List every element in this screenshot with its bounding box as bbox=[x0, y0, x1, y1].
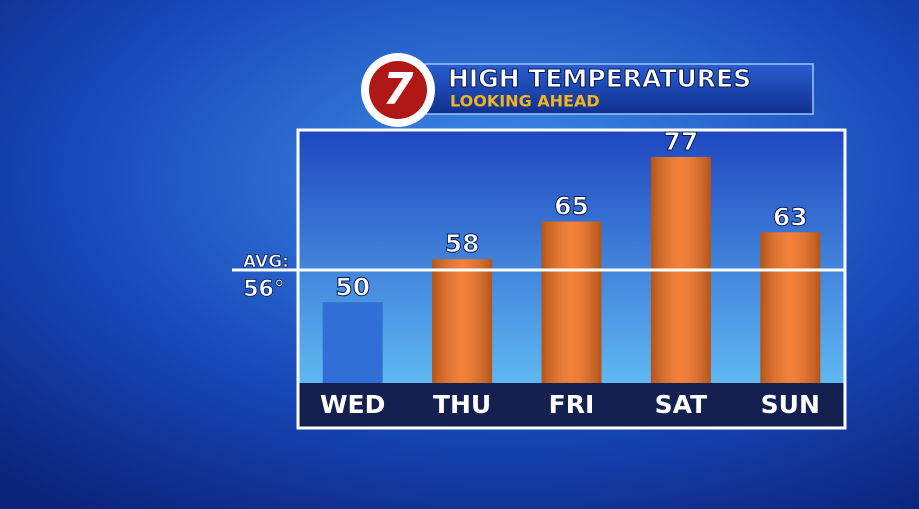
title-banner bbox=[424, 63, 814, 115]
x-tick-label: SAT bbox=[655, 390, 707, 419]
chart-subtitle: LOOKING AHEAD bbox=[450, 92, 600, 111]
x-tick-label: FRI bbox=[549, 390, 595, 419]
label-band bbox=[298, 383, 845, 428]
bar bbox=[760, 232, 821, 383]
value-label: 50 bbox=[335, 272, 370, 301]
x-tick-label: SUN bbox=[761, 390, 820, 419]
value-label: 65 bbox=[554, 192, 589, 221]
average-label: AVG: bbox=[243, 252, 289, 272]
x-tick-label: WED bbox=[320, 390, 385, 419]
logo: 7 bbox=[383, 64, 414, 115]
bar bbox=[432, 259, 493, 383]
logo-disc bbox=[369, 61, 427, 119]
bar bbox=[322, 302, 383, 383]
value-label: 58 bbox=[445, 229, 480, 258]
average-value-label: 56° bbox=[243, 277, 285, 302]
value-label: 63 bbox=[773, 202, 808, 231]
x-tick-label: THU bbox=[433, 390, 491, 419]
frame bbox=[296, 128, 847, 430]
chart-title: HIGH TEMPERATURES bbox=[448, 64, 751, 93]
bar bbox=[541, 221, 602, 383]
